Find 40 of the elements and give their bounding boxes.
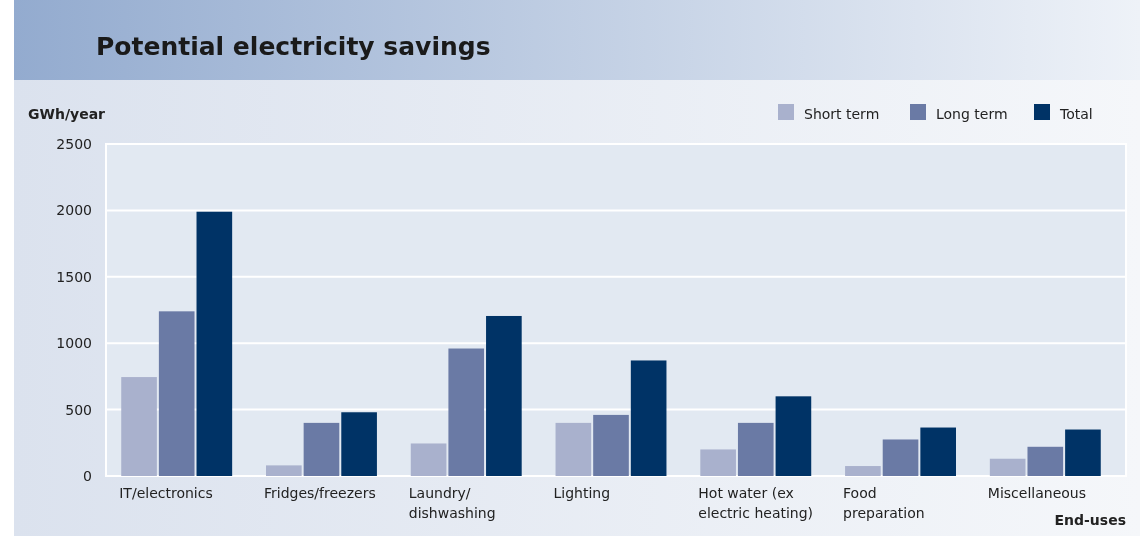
- bar: [775, 396, 812, 476]
- bar: [448, 348, 485, 476]
- legend-label: Short term: [804, 106, 880, 122]
- bar: [555, 422, 592, 476]
- bar: [341, 412, 377, 476]
- chart-title: Potential electricity savings: [96, 32, 491, 61]
- x-tick-label: Miscellaneous: [987, 485, 1086, 501]
- bar: [486, 315, 522, 476]
- bar: [1027, 446, 1064, 476]
- x-tick-label: Laundry/ dishwashing: [408, 485, 496, 521]
- x-tick-label: Lighting: [553, 485, 611, 501]
- bar: [737, 422, 774, 476]
- bar: [882, 439, 919, 476]
- x-tick-label: Food preparation: [843, 485, 925, 521]
- legend-label: Total: [1059, 106, 1093, 122]
- bar: [266, 465, 302, 476]
- x-tick-label: Fridges/freezers: [264, 485, 376, 501]
- bar: [593, 414, 629, 476]
- y-tick-label: 2500: [56, 135, 92, 152]
- y-tick-label: 2000: [56, 202, 92, 219]
- x-tick-label: IT/electronics: [119, 485, 213, 501]
- bar: [920, 427, 956, 476]
- y-axis-title: GWh/year: [28, 106, 106, 122]
- bar: [196, 211, 233, 476]
- bar: [410, 443, 447, 476]
- bar: [158, 311, 195, 476]
- x-tick-label: Hot water (ex electric heating): [698, 485, 814, 521]
- y-tick-label: 0: [83, 467, 92, 484]
- bar: [845, 466, 881, 476]
- y-tick-label: 1500: [56, 268, 92, 285]
- legend-label: Long term: [936, 106, 1008, 122]
- y-tick-label: 500: [65, 401, 92, 418]
- bar: [1065, 429, 1101, 476]
- bar: [121, 377, 157, 476]
- x-axis-title: End-uses: [1054, 512, 1126, 528]
- bar: [303, 422, 340, 476]
- bar: [700, 449, 736, 476]
- bar: [630, 360, 667, 476]
- y-tick-label: 1000: [56, 335, 92, 352]
- bar: [989, 458, 1026, 476]
